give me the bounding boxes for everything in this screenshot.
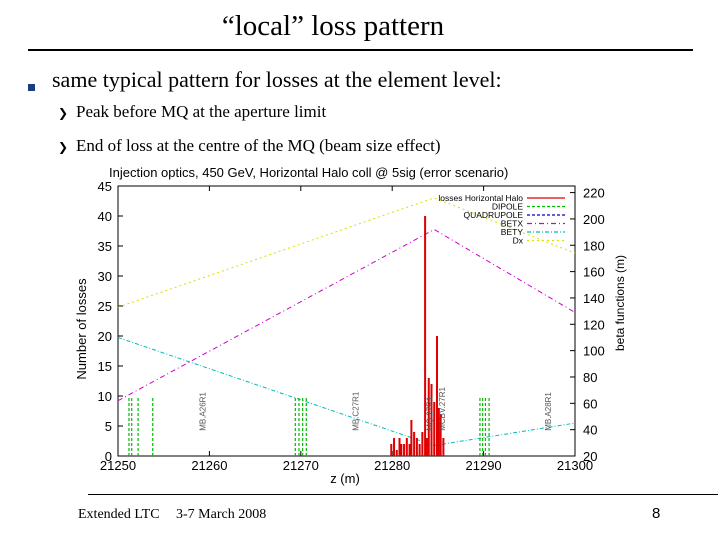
y2-tick-label: 80 <box>583 370 597 385</box>
page-number: 8 <box>652 505 661 522</box>
loss-bar <box>418 444 421 456</box>
element-label: MCBV.27R1 <box>438 387 447 431</box>
loss-bars <box>390 216 445 456</box>
loss-bar <box>435 336 438 456</box>
y-tick-label: 30 <box>98 269 112 284</box>
betx-line <box>117 228 576 402</box>
loss-bar <box>437 408 440 456</box>
x-axis-label: z (m) <box>330 471 360 486</box>
legend-label: BETY <box>501 227 524 237</box>
legend-label: BETX <box>501 219 524 229</box>
plot-frame <box>117 185 576 457</box>
y2-tick-label: 100 <box>583 344 605 359</box>
sub-bullet-2-text: End of loss at the centre of the MQ (bea… <box>76 136 441 155</box>
y2-tick-label: 40 <box>583 423 597 438</box>
dx-line <box>117 197 576 308</box>
loss-bar <box>400 444 403 456</box>
y2-tick-label: 220 <box>583 186 605 201</box>
element-label: MB.A26R1 <box>199 392 208 431</box>
legend-label: Dx <box>513 236 524 246</box>
y2-tick-label: 160 <box>583 265 605 280</box>
loss-bar <box>425 438 428 456</box>
loss-bar <box>433 402 436 456</box>
y2-tick-label: 20 <box>583 449 597 464</box>
element-label: MQ.27R1 <box>425 396 434 431</box>
x-tick-label: 21280 <box>374 458 410 473</box>
loss-bar <box>430 384 433 456</box>
chart-legend: losses Horizontal HaloDIPOLEQUADRUPOLEBE… <box>438 193 565 246</box>
main-bullet-text: same typical pattern for losses at the e… <box>52 67 502 92</box>
y-tick-label: 15 <box>98 359 112 374</box>
bullet-marker <box>28 84 35 91</box>
element-labels: MB.A26R1 MB.C27R1 MQ.27R1 MCBV.27R1 MB.A28R1 <box>199 387 553 431</box>
legend-label: DIPOLE <box>492 202 524 212</box>
x-tick-label: 21260 <box>191 458 227 473</box>
loss-bar <box>424 216 427 456</box>
loss-pattern-chart: Injection optics, 450 GeV, Horizontal Ha… <box>74 165 627 486</box>
y-tick-label: 25 <box>98 299 112 314</box>
chart-title: Injection optics, 450 GeV, Horizontal Ha… <box>109 165 508 180</box>
y-tick-label: 5 <box>105 419 112 434</box>
sub-bullet-2: ❯ End of loss at the centre of the MQ (be… <box>58 136 441 156</box>
y2-tick-label: 120 <box>583 317 605 332</box>
y-tick-label: 35 <box>98 239 112 254</box>
loss-bar <box>413 432 416 456</box>
y-tick-label: 40 <box>98 209 112 224</box>
sub-bullet-1: ❯ Peak before MQ at the aperture limit <box>58 102 326 122</box>
loss-bar <box>421 432 424 456</box>
bety-line <box>117 336 576 446</box>
y-tick-label: 10 <box>98 389 112 404</box>
loss-bar <box>398 438 401 456</box>
loss-bar <box>403 444 406 456</box>
x-tick-label: 21250 <box>100 458 136 473</box>
loss-bar <box>439 414 442 456</box>
loss-bar <box>395 450 398 456</box>
sub-bullet-1-text: Peak before MQ at the aperture limit <box>76 102 327 121</box>
loss-bar <box>415 438 418 456</box>
y2-axis-label: beta functions (m) <box>613 255 627 351</box>
x-tick-label: 21270 <box>283 458 319 473</box>
y2-tick-label: 140 <box>583 291 605 306</box>
footer-date: 3-7 March 2008 <box>176 507 267 522</box>
y-tick-label: 0 <box>105 449 112 464</box>
loss-bar <box>408 444 411 456</box>
x-tick-label: 21300 <box>557 458 593 473</box>
y2-axis-ticks: 20 40 60 80 100 120 140 160 180 200 220 <box>570 186 605 464</box>
legend-label: QUADRUPOLE <box>463 210 523 220</box>
y2-tick-label: 200 <box>583 212 605 227</box>
loss-bar <box>405 438 408 456</box>
chevron-right-icon: ❯ <box>58 140 69 154</box>
title-divider <box>28 49 693 51</box>
loss-bar <box>427 378 430 456</box>
element-label: MB.C27R1 <box>351 391 360 431</box>
y-tick-label: 20 <box>98 329 112 344</box>
footer-text: Extended LTC <box>78 507 160 522</box>
loss-bar <box>393 438 396 456</box>
x-tick-label: 21290 <box>466 458 502 473</box>
element-label: MB.A28R1 <box>544 392 553 431</box>
y-axis-label: Number of losses <box>74 278 89 380</box>
loss-bar <box>390 444 393 456</box>
slide-title: “local” loss pattern <box>221 10 445 42</box>
footer-divider <box>88 494 718 495</box>
y-axis-ticks: 0 5 10 15 20 25 30 35 40 45 <box>98 179 123 464</box>
loss-bar <box>410 420 413 456</box>
legend-label: losses Horizontal Halo <box>438 193 523 203</box>
y2-tick-label: 60 <box>583 396 597 411</box>
y-tick-label: 45 <box>98 179 112 194</box>
chevron-right-icon: ❯ <box>58 106 69 120</box>
loss-bar <box>442 438 445 456</box>
y2-tick-label: 180 <box>583 238 605 253</box>
